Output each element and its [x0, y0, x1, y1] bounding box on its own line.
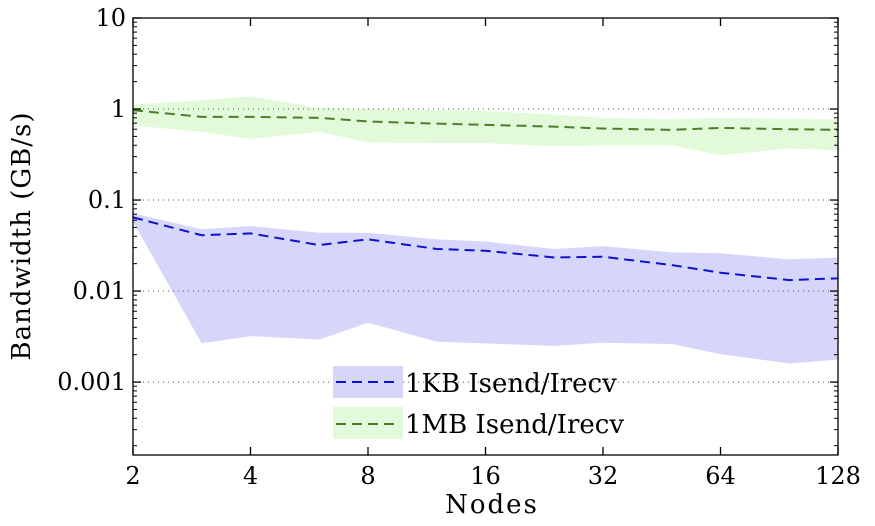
y-tick-label: 0.01	[73, 277, 126, 305]
y-tick-label: 1	[111, 95, 126, 123]
x-tick-label: 128	[815, 462, 861, 490]
x-tick-label: 16	[470, 462, 501, 490]
band-1kb	[133, 213, 838, 363]
x-tick-label: 2	[125, 462, 140, 490]
x-tick-label: 32	[588, 462, 619, 490]
legend: 1KB Isend/Irecv 1MB Isend/Irecv	[333, 366, 624, 440]
y-axis-label: Bandwidth (GB/s)	[7, 112, 37, 361]
y-tick-label: 10	[95, 4, 126, 32]
legend-label-1mb: 1MB Isend/Irecv	[405, 410, 624, 440]
y-tick-label: 0.001	[57, 368, 126, 396]
x-tick-label: 64	[705, 462, 736, 490]
y-tick-label: 0.1	[88, 186, 126, 214]
x-tick-label: 8	[360, 462, 375, 490]
x-tick-label: 4	[243, 462, 258, 490]
legend-label-1kb: 1KB Isend/Irecv	[405, 369, 617, 399]
x-axis-label: Nodes	[445, 490, 539, 520]
